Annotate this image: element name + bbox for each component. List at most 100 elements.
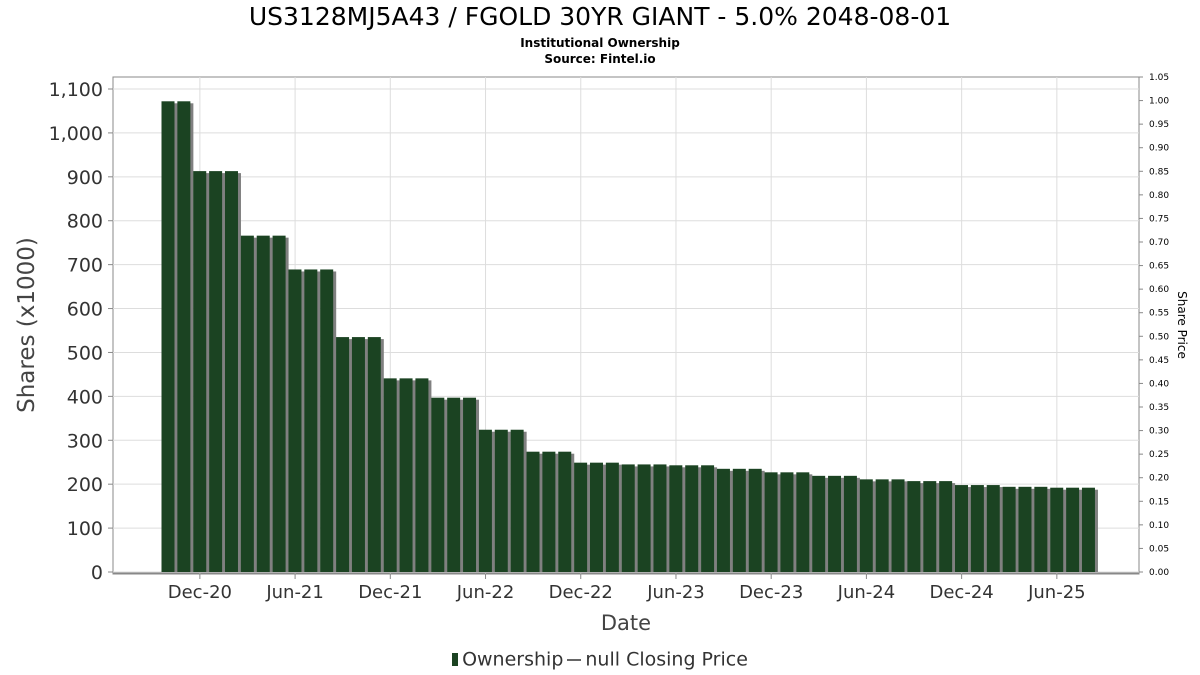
bar <box>193 171 207 573</box>
x-tick-label: Dec-24 <box>930 582 994 603</box>
bar <box>939 481 953 572</box>
bar <box>336 337 350 572</box>
bar <box>574 462 588 572</box>
bar <box>621 464 635 572</box>
bars-group <box>161 101 1098 573</box>
bar <box>764 472 778 572</box>
bar <box>558 451 572 572</box>
y-tick-label: 200 <box>67 474 103 496</box>
bar <box>796 472 810 572</box>
bar <box>463 397 477 572</box>
legend-ownership-label: Ownership <box>462 648 564 671</box>
y-tick-label: 1,100 <box>49 79 103 101</box>
bar <box>1018 486 1032 572</box>
legend: Ownership null Closing Price <box>0 648 1200 671</box>
y-tick-label: 400 <box>67 386 103 408</box>
y2-tick-label: 0.85 <box>1149 167 1169 177</box>
y-tick-label: 300 <box>67 430 103 452</box>
bar <box>605 462 619 572</box>
bar <box>224 171 238 573</box>
bar <box>320 269 334 572</box>
bar <box>828 475 842 572</box>
y2-tick-label: 0.15 <box>1149 497 1169 507</box>
bar <box>209 171 223 573</box>
y-tick-label: 600 <box>67 299 103 321</box>
legend-price-swatch <box>567 658 582 661</box>
x-tick-label: Dec-23 <box>739 582 803 603</box>
bar <box>494 429 508 572</box>
bar <box>986 485 1000 572</box>
legend-ownership-swatch <box>452 653 459 666</box>
y2-axis-ticks: 0.00 0.05 0.10 0.15 0.20 0.25 0.30 0.35 0.40 0.45… <box>1139 73 1169 578</box>
bar <box>701 465 715 572</box>
y2-tick-label: 0.30 <box>1149 427 1169 437</box>
x-tick-label: Jun-23 <box>646 582 705 603</box>
y2-tick-label: 0.05 <box>1149 544 1169 554</box>
y-tick-label: 1,000 <box>49 123 103 145</box>
bar <box>1002 486 1016 572</box>
bar <box>256 235 270 572</box>
bar <box>304 269 318 572</box>
y-axis-ticks: 0 100 200 300 400 500 600 700 800 900 1,000 1,100 <box>49 79 113 584</box>
y2-tick-label: 1.05 <box>1149 73 1169 83</box>
y2-tick-label: 0.10 <box>1149 521 1169 531</box>
bar <box>685 465 699 572</box>
y2-tick-label: 0.45 <box>1149 356 1169 366</box>
bar <box>177 101 191 572</box>
y-tick-label: 100 <box>67 518 103 540</box>
bar <box>1034 486 1048 572</box>
y2-tick-label: 0.90 <box>1149 144 1169 154</box>
y2-tick-label: 0.20 <box>1149 474 1169 484</box>
x-tick-label: Jun-22 <box>456 582 515 603</box>
bar <box>732 468 746 572</box>
bar <box>891 479 905 572</box>
chart-title: US3128MJ5A43 / FGOLD 30YR GIANT - 5.0% 2… <box>248 2 952 31</box>
bar <box>399 378 413 572</box>
x-tick-label: Jun-21 <box>265 582 324 603</box>
bar <box>510 429 524 572</box>
y2-tick-label: 0.70 <box>1149 238 1169 248</box>
y2-tick-label: 0.60 <box>1149 285 1169 295</box>
y2-tick-label: 0.00 <box>1149 568 1169 578</box>
y-tick-label: 900 <box>67 167 103 189</box>
bar <box>843 475 857 572</box>
bar <box>240 235 254 572</box>
y2-axis-label: Share Price <box>1175 291 1189 359</box>
bar <box>1066 487 1080 572</box>
bar <box>669 465 683 572</box>
bar <box>447 397 461 572</box>
bar <box>637 464 651 572</box>
y2-tick-label: 0.80 <box>1149 191 1169 201</box>
y2-tick-label: 0.65 <box>1149 262 1169 272</box>
x-axis-ticks: Dec-20 Jun-21 Dec-21 Jun-22 Dec-22 Jun-23 Dec-… <box>113 572 1139 603</box>
bar <box>542 451 556 572</box>
y2-tick-label: 0.40 <box>1149 379 1169 389</box>
y2-tick-label: 0.55 <box>1149 309 1169 319</box>
bar <box>526 451 540 572</box>
bar <box>478 429 492 572</box>
x-tick-label: Dec-20 <box>168 582 232 603</box>
chart-subtitle: Institutional Ownership <box>520 36 680 50</box>
bar <box>1081 487 1095 572</box>
bar <box>716 468 730 572</box>
bar <box>812 475 826 572</box>
y-tick-label: 800 <box>67 211 103 233</box>
y2-tick-label: 0.35 <box>1149 403 1169 413</box>
bar <box>1050 487 1064 572</box>
bar <box>431 397 445 572</box>
x-axis-label: Date <box>601 611 651 635</box>
bar <box>970 485 984 572</box>
y-axis-label: Shares (x1000) <box>14 237 40 413</box>
y-tick-label: 500 <box>67 342 103 364</box>
bar <box>351 337 365 572</box>
x-tick-label: Jun-25 <box>1027 582 1086 603</box>
y-tick-label: 0 <box>91 562 103 584</box>
bar <box>780 472 794 572</box>
bar <box>748 468 762 572</box>
bar <box>415 378 429 572</box>
bar <box>367 337 381 572</box>
bar <box>161 101 175 572</box>
bar <box>589 462 603 572</box>
bar <box>653 464 667 572</box>
